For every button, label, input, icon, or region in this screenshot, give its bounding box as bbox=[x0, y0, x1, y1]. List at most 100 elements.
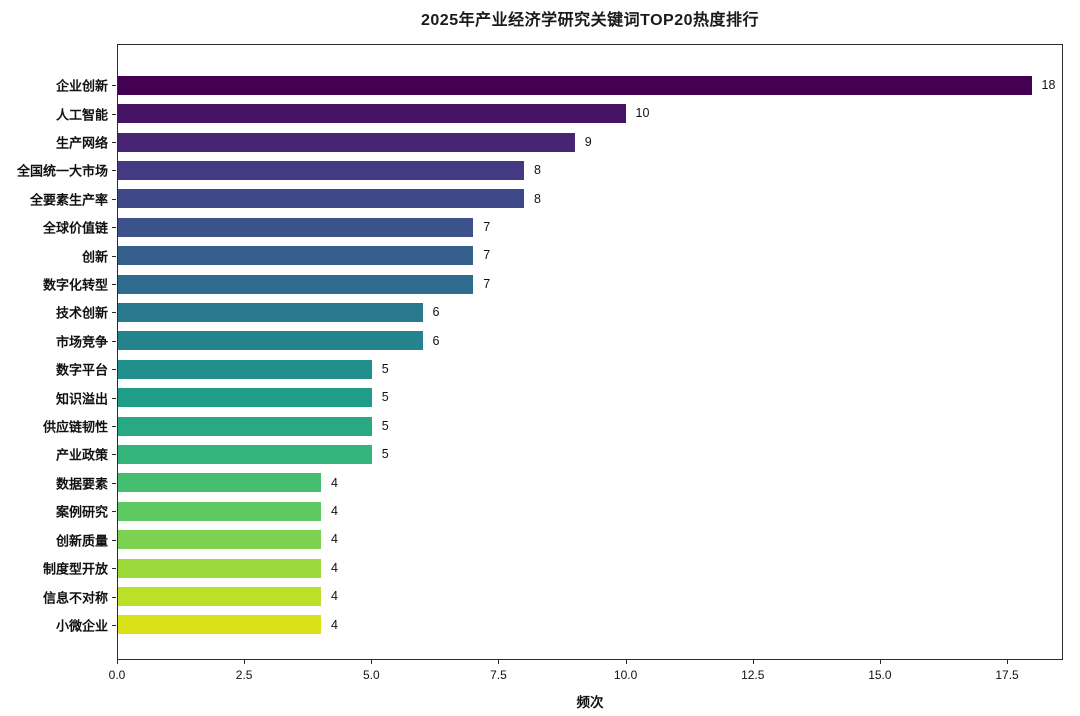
y-tick-mark bbox=[112, 113, 116, 115]
bar-row: 数字平台 5 bbox=[56, 355, 1062, 383]
bar bbox=[118, 501, 321, 521]
bar bbox=[118, 189, 525, 209]
bar bbox=[118, 246, 474, 266]
bar-row: 数字化转型 7 bbox=[43, 270, 1062, 298]
y-tick-mark bbox=[112, 426, 116, 428]
y-tick-mark bbox=[112, 369, 116, 371]
x-tick-mark bbox=[117, 660, 118, 664]
y-tick-mark bbox=[112, 142, 116, 144]
y-tick-label: 人工智能 bbox=[55, 107, 108, 123]
bar-row: 小微企业 4 bbox=[56, 611, 1062, 639]
y-tick-label: 知识溢出 bbox=[55, 391, 108, 407]
y-tick-mark bbox=[112, 312, 116, 314]
bar-row: 信息不对称 4 bbox=[43, 582, 1062, 610]
y-tick-label: 小微企业 bbox=[55, 618, 108, 634]
x-tick-label: 10.0 bbox=[613, 668, 638, 682]
bar-value-label: 7 bbox=[483, 276, 491, 291]
chart-title: 2025年产业经济学研究关键词TOP20热度排行 bbox=[421, 12, 759, 29]
bar-value-label: 4 bbox=[331, 589, 338, 604]
y-tick-label: 产业政策 bbox=[55, 447, 108, 463]
y-tick-mark bbox=[112, 511, 116, 513]
y-tick-label: 数字化转型 bbox=[42, 277, 108, 293]
bar-value-label: 9 bbox=[584, 134, 592, 149]
bar bbox=[118, 359, 372, 379]
y-tick-label: 案例研究 bbox=[55, 504, 108, 520]
y-tick-mark bbox=[112, 596, 116, 598]
y-tick-label: 企业创新 bbox=[55, 78, 108, 94]
x-tick-mark bbox=[879, 660, 881, 664]
bar bbox=[118, 416, 372, 436]
y-tick-mark bbox=[112, 198, 116, 200]
y-tick-label: 市场竞争 bbox=[55, 334, 108, 350]
y-tick-label: 创新质量 bbox=[55, 533, 108, 549]
bar-row: 人工智能 10 bbox=[56, 99, 1062, 127]
y-tick-mark bbox=[112, 482, 116, 484]
bar-value-label: 4 bbox=[331, 504, 338, 519]
x-tick-label: 2.5 bbox=[235, 668, 253, 682]
bar bbox=[118, 558, 321, 578]
bar bbox=[118, 274, 474, 294]
bar-value-label: 4 bbox=[331, 560, 338, 575]
x-tick-label: 12.5 bbox=[741, 668, 765, 682]
x-tick-mark bbox=[625, 660, 627, 664]
bar bbox=[118, 132, 575, 152]
y-tick-label: 创新 bbox=[81, 249, 108, 265]
x-tick-mark bbox=[752, 660, 754, 664]
bar-value-label: 4 bbox=[331, 532, 338, 547]
bar-value-label: 6 bbox=[432, 305, 440, 320]
bar bbox=[118, 217, 474, 237]
bar-value-label: 5 bbox=[381, 418, 389, 433]
bar-value-label: 8 bbox=[534, 163, 541, 178]
bar bbox=[118, 160, 525, 180]
bar-value-label: 6 bbox=[432, 333, 440, 348]
y-tick-mark bbox=[112, 397, 116, 399]
bar-value-label: 7 bbox=[483, 219, 491, 234]
bar-row: 供应链韧性 5 bbox=[43, 412, 1062, 440]
y-tick-mark bbox=[112, 624, 116, 626]
bar-row: 知识溢出 5 bbox=[56, 383, 1062, 411]
y-tick-label: 供应链韧性 bbox=[42, 419, 108, 435]
x-tick-mark bbox=[1007, 660, 1009, 664]
y-tick-label: 全要素生产率 bbox=[29, 192, 108, 208]
y-tick-mark bbox=[112, 255, 116, 257]
bar-value-label: 7 bbox=[483, 248, 491, 263]
x-axis: 0.0 2.5 5.0 7.5 10.0 12.5 15.0 17.5 bbox=[109, 660, 1063, 690]
y-tick-mark bbox=[112, 170, 116, 172]
bar-row: 数据要素 4 bbox=[56, 469, 1062, 497]
bar-value-label: 4 bbox=[331, 475, 338, 490]
bar bbox=[118, 75, 1032, 95]
y-tick-mark bbox=[112, 568, 116, 570]
bar bbox=[118, 587, 321, 607]
bar bbox=[118, 104, 626, 124]
x-axis-title: 频次 bbox=[576, 695, 604, 710]
bar-value-label: 10 bbox=[635, 106, 650, 121]
x-tick-mark bbox=[371, 660, 373, 664]
bar-row: 市场竞争 6 bbox=[56, 327, 1062, 355]
y-tick-label: 全球价值链 bbox=[42, 220, 108, 236]
bar bbox=[118, 302, 423, 322]
bar bbox=[118, 615, 321, 635]
y-tick-label: 数据要素 bbox=[55, 476, 108, 492]
y-tick-label: 信息不对称 bbox=[42, 590, 108, 606]
bar-value-label: 5 bbox=[381, 362, 389, 377]
bar-row: 全球价值链 7 bbox=[43, 213, 1062, 241]
bar bbox=[118, 530, 321, 550]
plot-area: 企业创新 18 人工智能 10 生产网络 9 全国统一大市场 8 全要素生产率 8 全球价值链 7 创新… bbox=[17, 44, 1063, 660]
bar-value-label: 18 bbox=[1041, 77, 1056, 92]
y-tick-label: 全国统一大市场 bbox=[16, 163, 108, 179]
y-tick-mark bbox=[112, 284, 116, 286]
bar-row: 全国统一大市场 8 bbox=[17, 156, 1062, 184]
x-tick-label: 15.0 bbox=[868, 668, 892, 682]
bar-value-label: 8 bbox=[534, 191, 541, 206]
y-tick-label: 技术创新 bbox=[55, 305, 108, 321]
x-tick-label: 7.5 bbox=[490, 668, 507, 682]
bar bbox=[118, 473, 321, 493]
y-tick-mark bbox=[112, 85, 116, 87]
bar-row: 企业创新 18 bbox=[56, 71, 1062, 99]
bar bbox=[118, 444, 372, 464]
bar-row: 技术创新 6 bbox=[56, 298, 1062, 326]
bars-container: 企业创新 18 人工智能 10 生产网络 9 全国统一大市场 8 全要素生产率 8 全球价值链 7 创新… bbox=[17, 45, 1062, 659]
bar-row: 制度型开放 4 bbox=[43, 554, 1062, 582]
y-tick-mark bbox=[112, 539, 116, 541]
